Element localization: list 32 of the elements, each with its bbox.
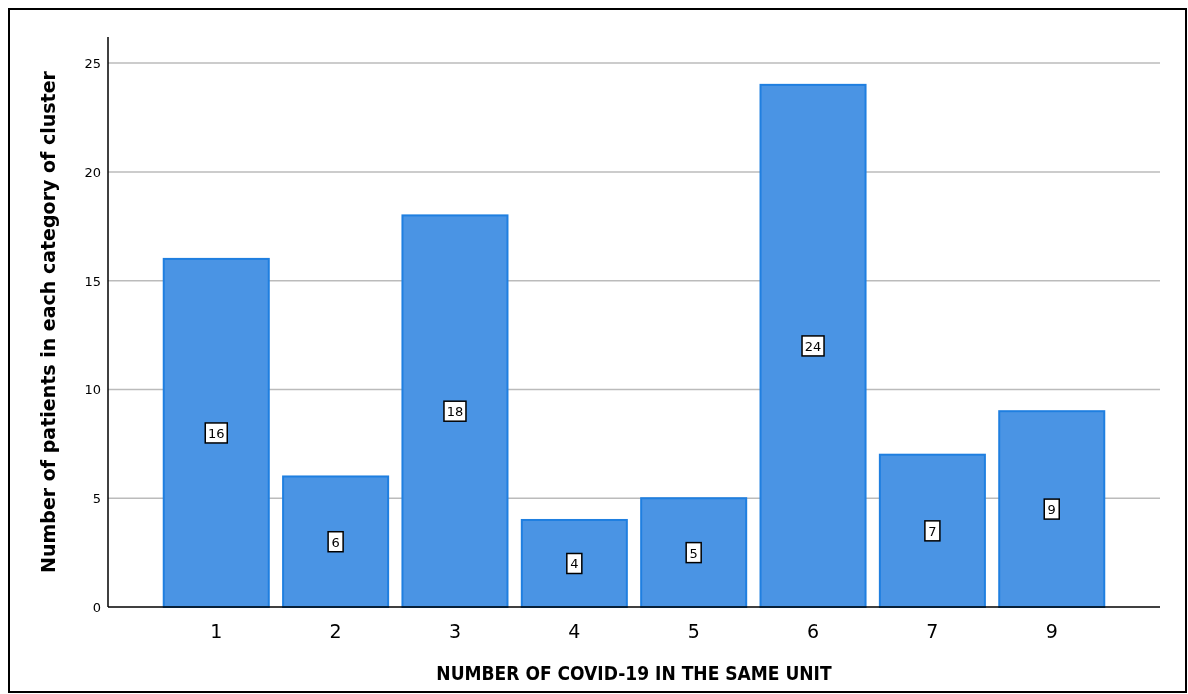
data-label: 16 <box>207 425 225 441</box>
bar <box>162 257 270 608</box>
y-tick-label: 15 <box>84 273 101 289</box>
x-tick-label: 9 <box>1045 620 1058 642</box>
data-label: 5 <box>689 545 698 561</box>
bar <box>878 453 986 608</box>
y-tick-label: 0 <box>92 600 101 615</box>
x-tick-label: 3 <box>448 620 462 642</box>
x-tick-label: 6 <box>806 620 820 642</box>
bar <box>401 214 509 608</box>
bar <box>520 518 628 608</box>
data-label: 6 <box>331 534 340 550</box>
x-tick-label: 2 <box>329 620 342 642</box>
data-label: 7 <box>928 523 937 539</box>
data-label: 9 <box>1047 502 1056 518</box>
x-axis-title: NUMBER OF COVID-19 IN THE SAME UNIT <box>436 662 832 684</box>
data-label: 24 <box>804 338 822 354</box>
y-tick-label: 20 <box>84 164 101 180</box>
y-axis-title: Number of patients in each category of cluster <box>37 70 59 573</box>
y-tick-label: 10 <box>84 382 101 398</box>
x-tick-label: 5 <box>687 620 700 642</box>
x-tick-label: 1 <box>210 620 223 642</box>
x-tick-label: 4 <box>568 620 581 642</box>
x-tick-label: 7 <box>926 620 939 642</box>
data-label: 18 <box>446 404 464 420</box>
bar <box>998 410 1106 608</box>
bar <box>759 83 867 608</box>
y-tick-label: 25 <box>84 56 101 72</box>
y-tick-label: 5 <box>92 491 101 507</box>
data-label: 4 <box>570 556 579 572</box>
bar <box>640 497 748 608</box>
bar <box>282 475 390 608</box>
